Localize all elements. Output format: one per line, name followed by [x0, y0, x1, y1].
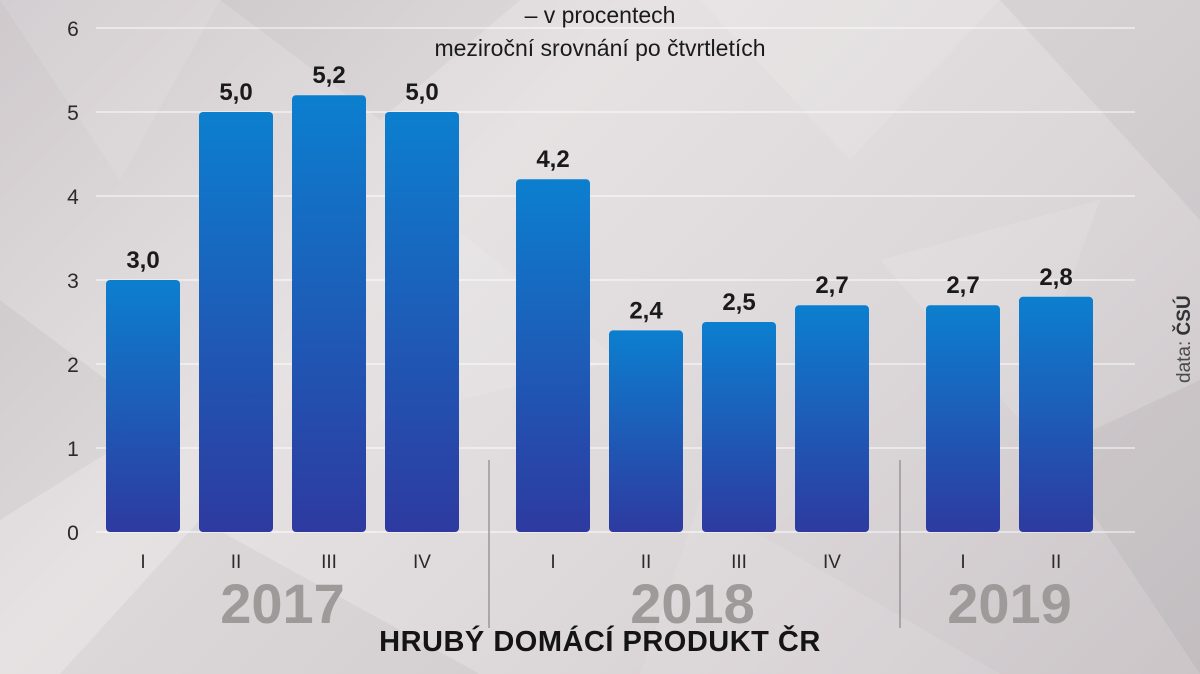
- bar-value-label: 3,0: [126, 247, 159, 274]
- chart-title: HRUBÝ DOMÁCÍ PRODUKT ČR: [379, 626, 821, 658]
- bar-value-label: 2,7: [946, 272, 979, 299]
- bar-value-label: 5,0: [219, 79, 252, 106]
- bar-2017-III: [292, 95, 366, 532]
- bar-value-label: 5,2: [312, 62, 345, 89]
- y-tick-label: 6: [67, 18, 79, 41]
- bar-2017-II: [199, 112, 273, 532]
- quarter-label: IV: [413, 552, 431, 573]
- bar-value-label: 2,7: [815, 272, 848, 299]
- y-tick-label: 2: [67, 354, 79, 377]
- y-tick-label: 5: [67, 102, 79, 125]
- bar-2018-III: [702, 322, 776, 532]
- quarter-label: I: [140, 552, 145, 573]
- quarter-label: IV: [823, 552, 841, 573]
- quarter-label: II: [231, 552, 242, 573]
- bar-2019-I: [926, 305, 1000, 532]
- y-tick-label: 3: [67, 270, 79, 293]
- bar-value-label: 2,8: [1039, 264, 1072, 291]
- y-tick-label: 0: [67, 522, 79, 545]
- y-tick-label: 1: [67, 438, 79, 461]
- year-label-2017: 2017: [220, 572, 345, 635]
- subtitle-line-2: meziroční srovnání po čtvrtletích: [434, 35, 766, 61]
- y-tick-label: 4: [67, 186, 79, 209]
- bar-2018-I: [516, 179, 590, 532]
- bar-2017-IV: [385, 112, 459, 532]
- year-label-2019: 2019: [947, 572, 1072, 635]
- quarter-label: II: [641, 552, 652, 573]
- bar-2018-II: [609, 330, 683, 532]
- source-prefix: data:: [1174, 340, 1195, 383]
- bar-2017-I: [106, 280, 180, 532]
- quarter-label: I: [960, 552, 965, 573]
- quarter-label: II: [1051, 552, 1062, 573]
- bar-value-label: 2,4: [629, 297, 663, 324]
- bar-value-label: 2,5: [722, 289, 755, 316]
- quarter-label: III: [731, 552, 747, 573]
- data-source: data: ČSÚ: [1174, 295, 1196, 383]
- year-label-2018: 2018: [630, 572, 755, 635]
- source-name: ČSÚ: [1174, 295, 1195, 336]
- bar-value-label: 4,2: [536, 146, 569, 173]
- quarter-label: III: [321, 552, 337, 573]
- quarter-label: I: [550, 552, 555, 573]
- subtitle-line-1: – v procentech: [524, 2, 676, 28]
- bar-2019-II: [1019, 296, 1093, 532]
- bar-value-label: 5,0: [405, 79, 438, 106]
- bar-2018-IV: [795, 305, 869, 532]
